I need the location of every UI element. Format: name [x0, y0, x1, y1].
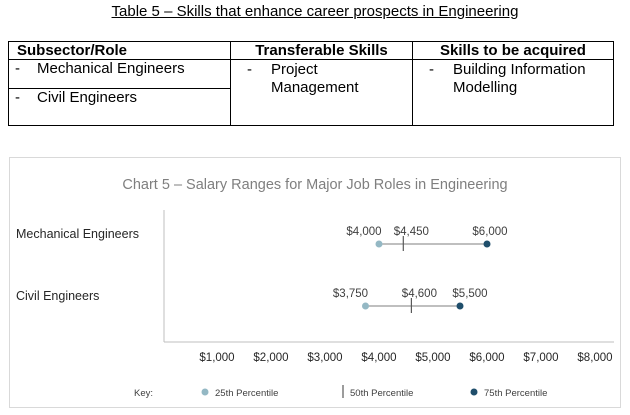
p25-point	[375, 240, 383, 248]
legend-p50-label: 50th Percentile	[350, 388, 413, 399]
skills-to-acquire-cell: - Building Information Modelling	[412, 59, 614, 126]
bullet-dash: -	[247, 61, 252, 78]
p50-data-label: $4,600	[402, 288, 437, 300]
x-tick-label: $2,000	[253, 352, 288, 364]
table-caption: Table 5 – Skills that enhance career pro…	[111, 3, 519, 20]
chart-key: Key: 25th Percentile 50th Percentile 75th P…	[134, 385, 547, 399]
x-tick-label: $7,000	[523, 352, 558, 364]
role-mechanical: Mechanical Engineers	[37, 60, 185, 77]
x-tick-label: $6,000	[469, 352, 504, 364]
table-row: - Mechanical Engineers - Project Managemen…	[8, 59, 614, 126]
role-cell: - Civil Engineers	[8, 88, 231, 126]
role-cell: - Mechanical Engineers	[8, 59, 231, 89]
x-tick-label: $8,000	[577, 352, 612, 364]
p25-data-label: $4,000	[346, 226, 381, 238]
bullet-dash: -	[429, 61, 434, 78]
bullet-dash: -	[15, 89, 20, 106]
legend-p75-marker	[470, 388, 478, 396]
category-label: Civil Engineers	[16, 289, 99, 303]
list-item: - Civil Engineers	[15, 89, 224, 107]
bullet-dash: -	[15, 60, 20, 77]
list-item: - Project Management	[237, 61, 406, 97]
category-labels: Mechanical Engineers Civil Engineers	[16, 227, 139, 303]
category-label: Mechanical Engineers	[16, 227, 139, 241]
role-civil: Civil Engineers	[37, 89, 138, 106]
salary-chart: Chart 5 – Salary Ranges for Major Job Ro…	[9, 157, 621, 408]
header-transferable-skills: Transferable Skills	[230, 41, 413, 60]
header-skills-to-acquire: Skills to be acquired	[412, 41, 614, 60]
table-row: - Civil Engineers	[8, 88, 614, 126]
x-tick-labels: $1,000 $2,000 $3,000 $4,000 $5,000 $6,000 $7,0…	[199, 352, 612, 364]
legend-p25-marker	[201, 388, 209, 396]
p75-data-label: $6,000	[472, 226, 507, 238]
x-tick-label: $4,000	[361, 352, 396, 364]
p25-point	[362, 302, 369, 310]
salary-range-chart: Chart 5 – Salary Ranges for Major Job Ro…	[16, 177, 614, 399]
x-tick-label: $5,000	[415, 352, 450, 364]
p25-data-label: $3,750	[333, 288, 368, 300]
transferable-skills-cell: - Project Management	[230, 59, 413, 126]
skills-table: Subsector/Role Transferable Skills Skill…	[8, 41, 614, 126]
chart-marks: $4,000 $4,450 $6,000 $3,750 $4,600 $5,500	[333, 226, 508, 313]
legend-p75-label: 75th Percentile	[484, 388, 547, 399]
x-tick-label: $1,000	[199, 352, 234, 364]
p50-data-label: $4,450	[394, 226, 429, 238]
header-subsector-role: Subsector/Role	[8, 41, 231, 60]
legend-p25-label: 25th Percentile	[215, 388, 278, 399]
list-item: - Mechanical Engineers	[15, 60, 224, 78]
x-tick-label: $3,000	[307, 352, 342, 364]
skill-bim: Building Information Modelling	[453, 61, 586, 96]
key-label: Key:	[134, 388, 153, 399]
chart-title: Chart 5 – Salary Ranges for Major Job Ro…	[122, 177, 507, 193]
p75-data-label: $5,500	[452, 288, 487, 300]
p75-point	[483, 240, 491, 248]
p75-point	[456, 302, 464, 310]
list-item: - Building Information Modelling	[419, 61, 607, 97]
skill-project-management: Project Management	[271, 61, 359, 96]
table-header-row: Subsector/Role Transferable Skills Skill…	[8, 41, 614, 60]
chart-axes	[163, 210, 614, 343]
